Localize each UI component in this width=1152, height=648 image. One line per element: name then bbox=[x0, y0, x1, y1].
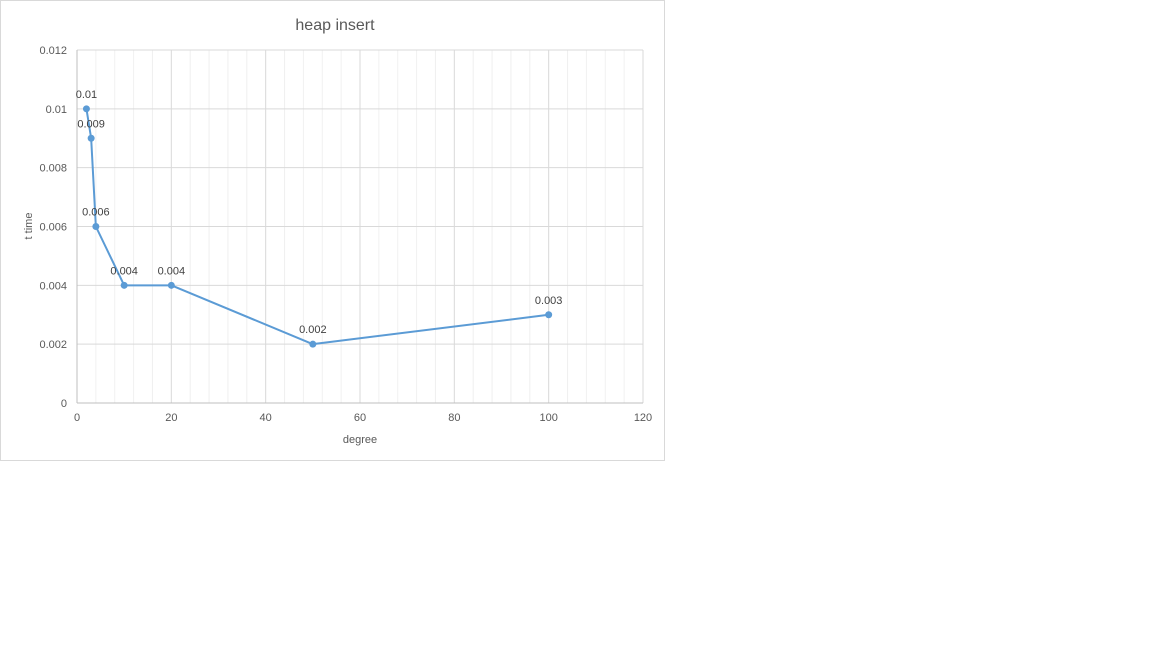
x-tick-label: 20 bbox=[165, 412, 177, 424]
y-tick-label: 0.002 bbox=[39, 339, 67, 351]
data-label: 0.003 bbox=[535, 295, 563, 307]
y-tick-label: 0.006 bbox=[39, 222, 67, 234]
x-tick-label: 80 bbox=[448, 412, 460, 424]
x-axis-title: degree bbox=[343, 434, 377, 446]
y-tick-label: 0.008 bbox=[39, 163, 67, 175]
x-tick-label: 100 bbox=[539, 412, 557, 424]
data-point bbox=[120, 281, 128, 289]
data-point bbox=[309, 340, 317, 348]
x-tick-label: 60 bbox=[354, 412, 366, 424]
data-label: 0.006 bbox=[82, 207, 110, 219]
x-tick-labels: 0 20 40 60 80 100 120 bbox=[74, 412, 652, 424]
x-tick-label: 120 bbox=[634, 412, 652, 424]
y-tick-label: 0.01 bbox=[46, 104, 67, 116]
y-tick-label: 0.004 bbox=[39, 280, 67, 292]
series-points-group bbox=[82, 105, 553, 348]
data-point bbox=[82, 105, 90, 113]
data-point bbox=[92, 223, 100, 230]
x-tick-label: 40 bbox=[260, 412, 272, 424]
data-point bbox=[87, 134, 95, 142]
y-axis-title: t time bbox=[23, 213, 35, 240]
x-tick-label: 0 bbox=[74, 412, 80, 424]
data-label: 0.004 bbox=[158, 265, 186, 277]
axes bbox=[76, 50, 643, 404]
major-gridlines bbox=[77, 49, 644, 403]
data-labels-group: 0.01 0.009 0.006 0.004 0.004 0.002 0.003 bbox=[76, 89, 563, 336]
chart-title: heap insert bbox=[295, 17, 375, 34]
data-label: 0.002 bbox=[299, 324, 327, 336]
y-tick-label: 0.012 bbox=[39, 45, 67, 57]
data-point bbox=[167, 281, 175, 289]
data-label: 0.01 bbox=[76, 89, 97, 101]
data-point bbox=[545, 311, 553, 319]
y-tick-label: 0 bbox=[61, 398, 67, 410]
data-label: 0.004 bbox=[110, 265, 138, 277]
y-tick-labels: 0 0.002 0.004 0.006 0.008 0.01 0.012 bbox=[39, 45, 67, 410]
data-label: 0.009 bbox=[77, 118, 105, 130]
chart-plot: 0 0.002 0.004 0.006 0.008 0.01 0.012 0 20 40 60 80… bbox=[23, 17, 652, 446]
chart-frame: 0 0.002 0.004 0.006 0.008 0.01 0.012 0 20 40 60 80… bbox=[0, 0, 665, 461]
